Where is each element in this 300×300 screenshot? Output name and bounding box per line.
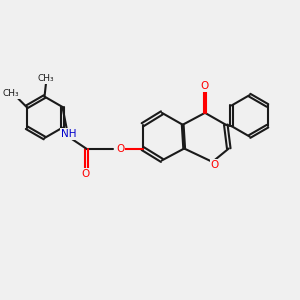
Text: O: O	[116, 143, 124, 154]
Text: O: O	[211, 160, 219, 170]
Text: O: O	[81, 169, 90, 179]
Text: NH: NH	[61, 129, 76, 139]
Text: CH₃: CH₃	[38, 74, 54, 83]
Text: CH₃: CH₃	[3, 89, 20, 98]
Text: O: O	[201, 80, 209, 91]
